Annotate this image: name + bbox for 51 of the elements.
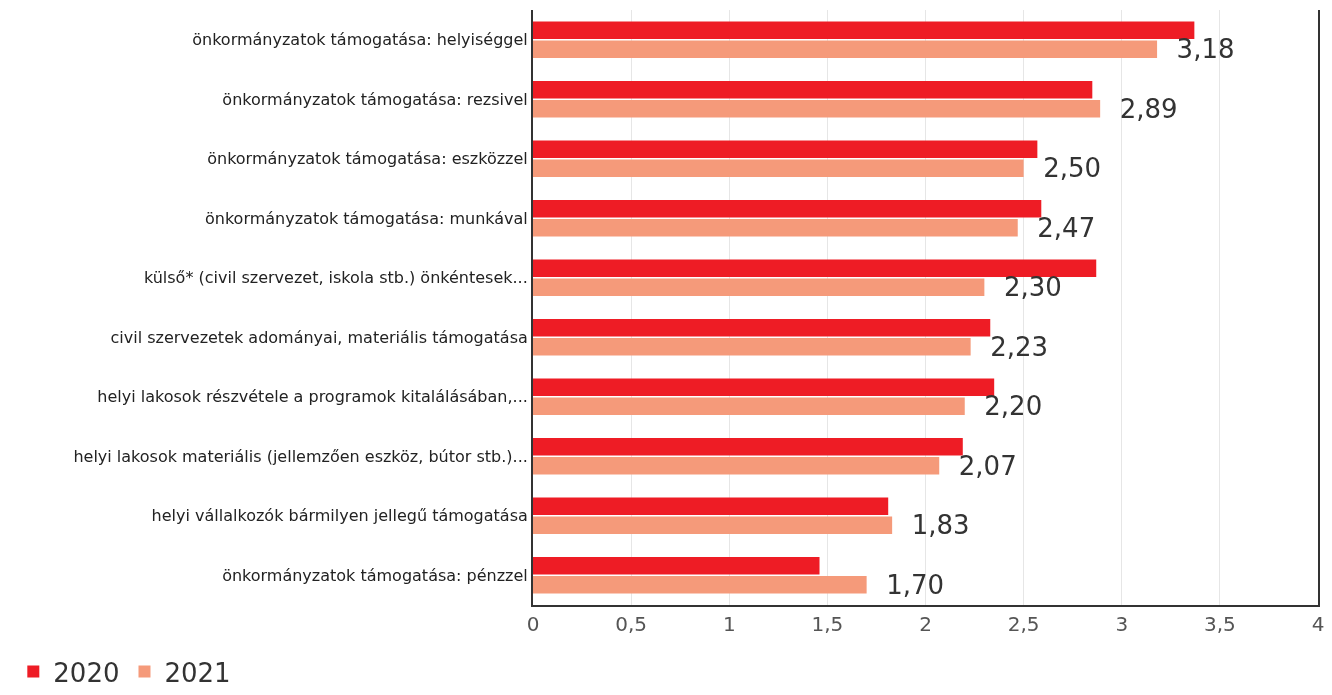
data-label: 2,50 [1026, 153, 1102, 184]
y-tick-label: önkormányzatok támogatása: rezsivel [222, 89, 528, 109]
data-label: 2,47 [1020, 212, 1096, 243]
bar [533, 556, 820, 575]
bar [533, 159, 1024, 178]
bar [533, 40, 1158, 59]
y-tick-label: helyi lakosok materiális (jellemzően eszköz, bútor stb.)... [73, 446, 528, 466]
data-label: 1,83 [895, 510, 970, 541]
x-tick-label: 3,5 [1203, 612, 1236, 636]
bar [533, 516, 893, 535]
bar [533, 80, 1093, 99]
bar [533, 437, 963, 456]
data-label: 2,20 [967, 391, 1043, 422]
y-tick-label: önkormányzatok támogatása: pénzzel [222, 565, 528, 585]
bar [533, 259, 1097, 277]
legend-label: 2021 [164, 657, 231, 688]
x-tick-label: 3 [1115, 612, 1129, 636]
x-tick-label: 1 [722, 612, 736, 636]
bar [533, 338, 971, 356]
bar [533, 497, 889, 515]
y-tick-label: önkormányzatok támogatása: munkával [204, 208, 528, 228]
x-tick-label: 1,5 [811, 612, 844, 636]
bar [533, 318, 991, 337]
data-label: 2,23 [973, 331, 1049, 362]
bar [533, 21, 1195, 39]
data-label: 2,07 [942, 450, 1017, 481]
x-tick-label: 0 [526, 612, 540, 636]
bar [533, 378, 995, 396]
y-tick-label: külső* (civil szervezet, iskola stb.) önkéntesek... [143, 268, 528, 288]
x-tick-label: 0,5 [615, 612, 648, 636]
bar [533, 199, 1042, 218]
x-tick-label: 2 [919, 612, 932, 636]
y-tick-label: civil szervezetek adományai, materiális támogatása [110, 327, 528, 347]
data-label: 3,18 [1160, 34, 1235, 65]
y-tick-label: önkormányzatok támogatása: helyiséggel [192, 30, 528, 50]
bar [533, 397, 965, 416]
bar [533, 219, 1018, 237]
x-tick-label: 4 [1311, 612, 1325, 636]
y-tick-label: helyi vállalkozók bármilyen jellegű támogatása [151, 506, 528, 526]
data-label: 2,30 [987, 272, 1062, 303]
bar [533, 278, 985, 297]
legend-label: 2020 [53, 657, 120, 688]
x-tick-label: 2,5 [1007, 612, 1040, 636]
data-label: 1,70 [869, 569, 945, 600]
bar [533, 576, 867, 594]
data-label: 2,89 [1103, 93, 1178, 124]
bar [533, 457, 940, 475]
bar [533, 140, 1038, 158]
y-tick-label: önkormányzatok támogatása: eszközzel [207, 149, 528, 169]
y-tick-label: helyi lakosok részvétele a programok kitalálásában,... [97, 387, 528, 407]
bar [533, 100, 1101, 118]
